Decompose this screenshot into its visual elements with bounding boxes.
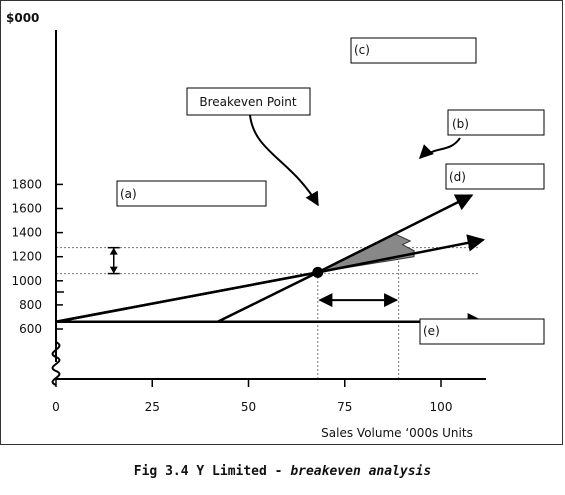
x-tick-label: 75 xyxy=(337,400,352,414)
breakeven-point-marker xyxy=(312,266,324,278)
series-line-d xyxy=(55,234,486,323)
label-b-box xyxy=(447,109,545,136)
label-b-pointer xyxy=(419,137,461,159)
label-e-box xyxy=(419,318,545,345)
y-tick-label: 1000 xyxy=(11,274,42,288)
range-arrow-head-bottom xyxy=(109,266,118,274)
x-axis-label: Sales Volume ‘000s Units xyxy=(321,426,473,440)
range-arrow-a xyxy=(107,246,120,275)
label-d: (d) xyxy=(449,170,466,184)
figure-caption: Fig 3.4 Y Limited - breakeven analysis xyxy=(0,464,565,479)
profit-wedge xyxy=(317,233,415,273)
y-tick-label: 1800 xyxy=(11,177,42,191)
y-ticks: 600 800 1000 1200 1400 1600 1800 xyxy=(11,177,63,336)
profit-region xyxy=(317,233,415,273)
x-tick-label: 100 xyxy=(430,400,453,414)
breakeven-label: Breakeven Point xyxy=(199,95,297,109)
y-tick-label: 1600 xyxy=(11,202,42,216)
range-arrow-head-top xyxy=(109,247,118,255)
x-tick-label: 25 xyxy=(145,400,160,414)
breakeven-chart: 600 800 1000 1200 1400 1600 1800 0 25 50 75 100 $0… xyxy=(6,11,545,440)
x-tick-label: 50 xyxy=(241,400,256,414)
label-d-box xyxy=(445,163,545,190)
series-line-c xyxy=(55,194,474,323)
label-a-box xyxy=(116,180,267,207)
y-tick-label: 1400 xyxy=(11,226,42,240)
breakeven-label-box xyxy=(186,87,311,116)
y-tick-label: 600 xyxy=(19,322,42,336)
y-tick-label: 1200 xyxy=(11,250,42,264)
x-ticks: 0 25 50 75 100 xyxy=(52,379,452,414)
label-c-box xyxy=(350,37,477,64)
y-tick-label: 800 xyxy=(19,298,42,312)
series-line-sales-from-start xyxy=(217,271,319,323)
caption-emphasis: breakeven analysis xyxy=(290,464,432,479)
reference-lines xyxy=(56,247,480,379)
label-a: (a) xyxy=(120,187,137,201)
x-tick-label: 0 xyxy=(52,400,60,414)
series-lines xyxy=(55,194,486,331)
caption-prefix: Fig 3.4 Y Limited - xyxy=(133,464,291,479)
label-b: (b) xyxy=(452,117,469,131)
label-e: (e) xyxy=(423,324,440,338)
label-c: (c) xyxy=(354,43,370,57)
breakeven-pointer-arrow xyxy=(249,114,319,207)
figure-frame xyxy=(0,0,563,445)
y-axis-label: $000 xyxy=(6,11,39,25)
